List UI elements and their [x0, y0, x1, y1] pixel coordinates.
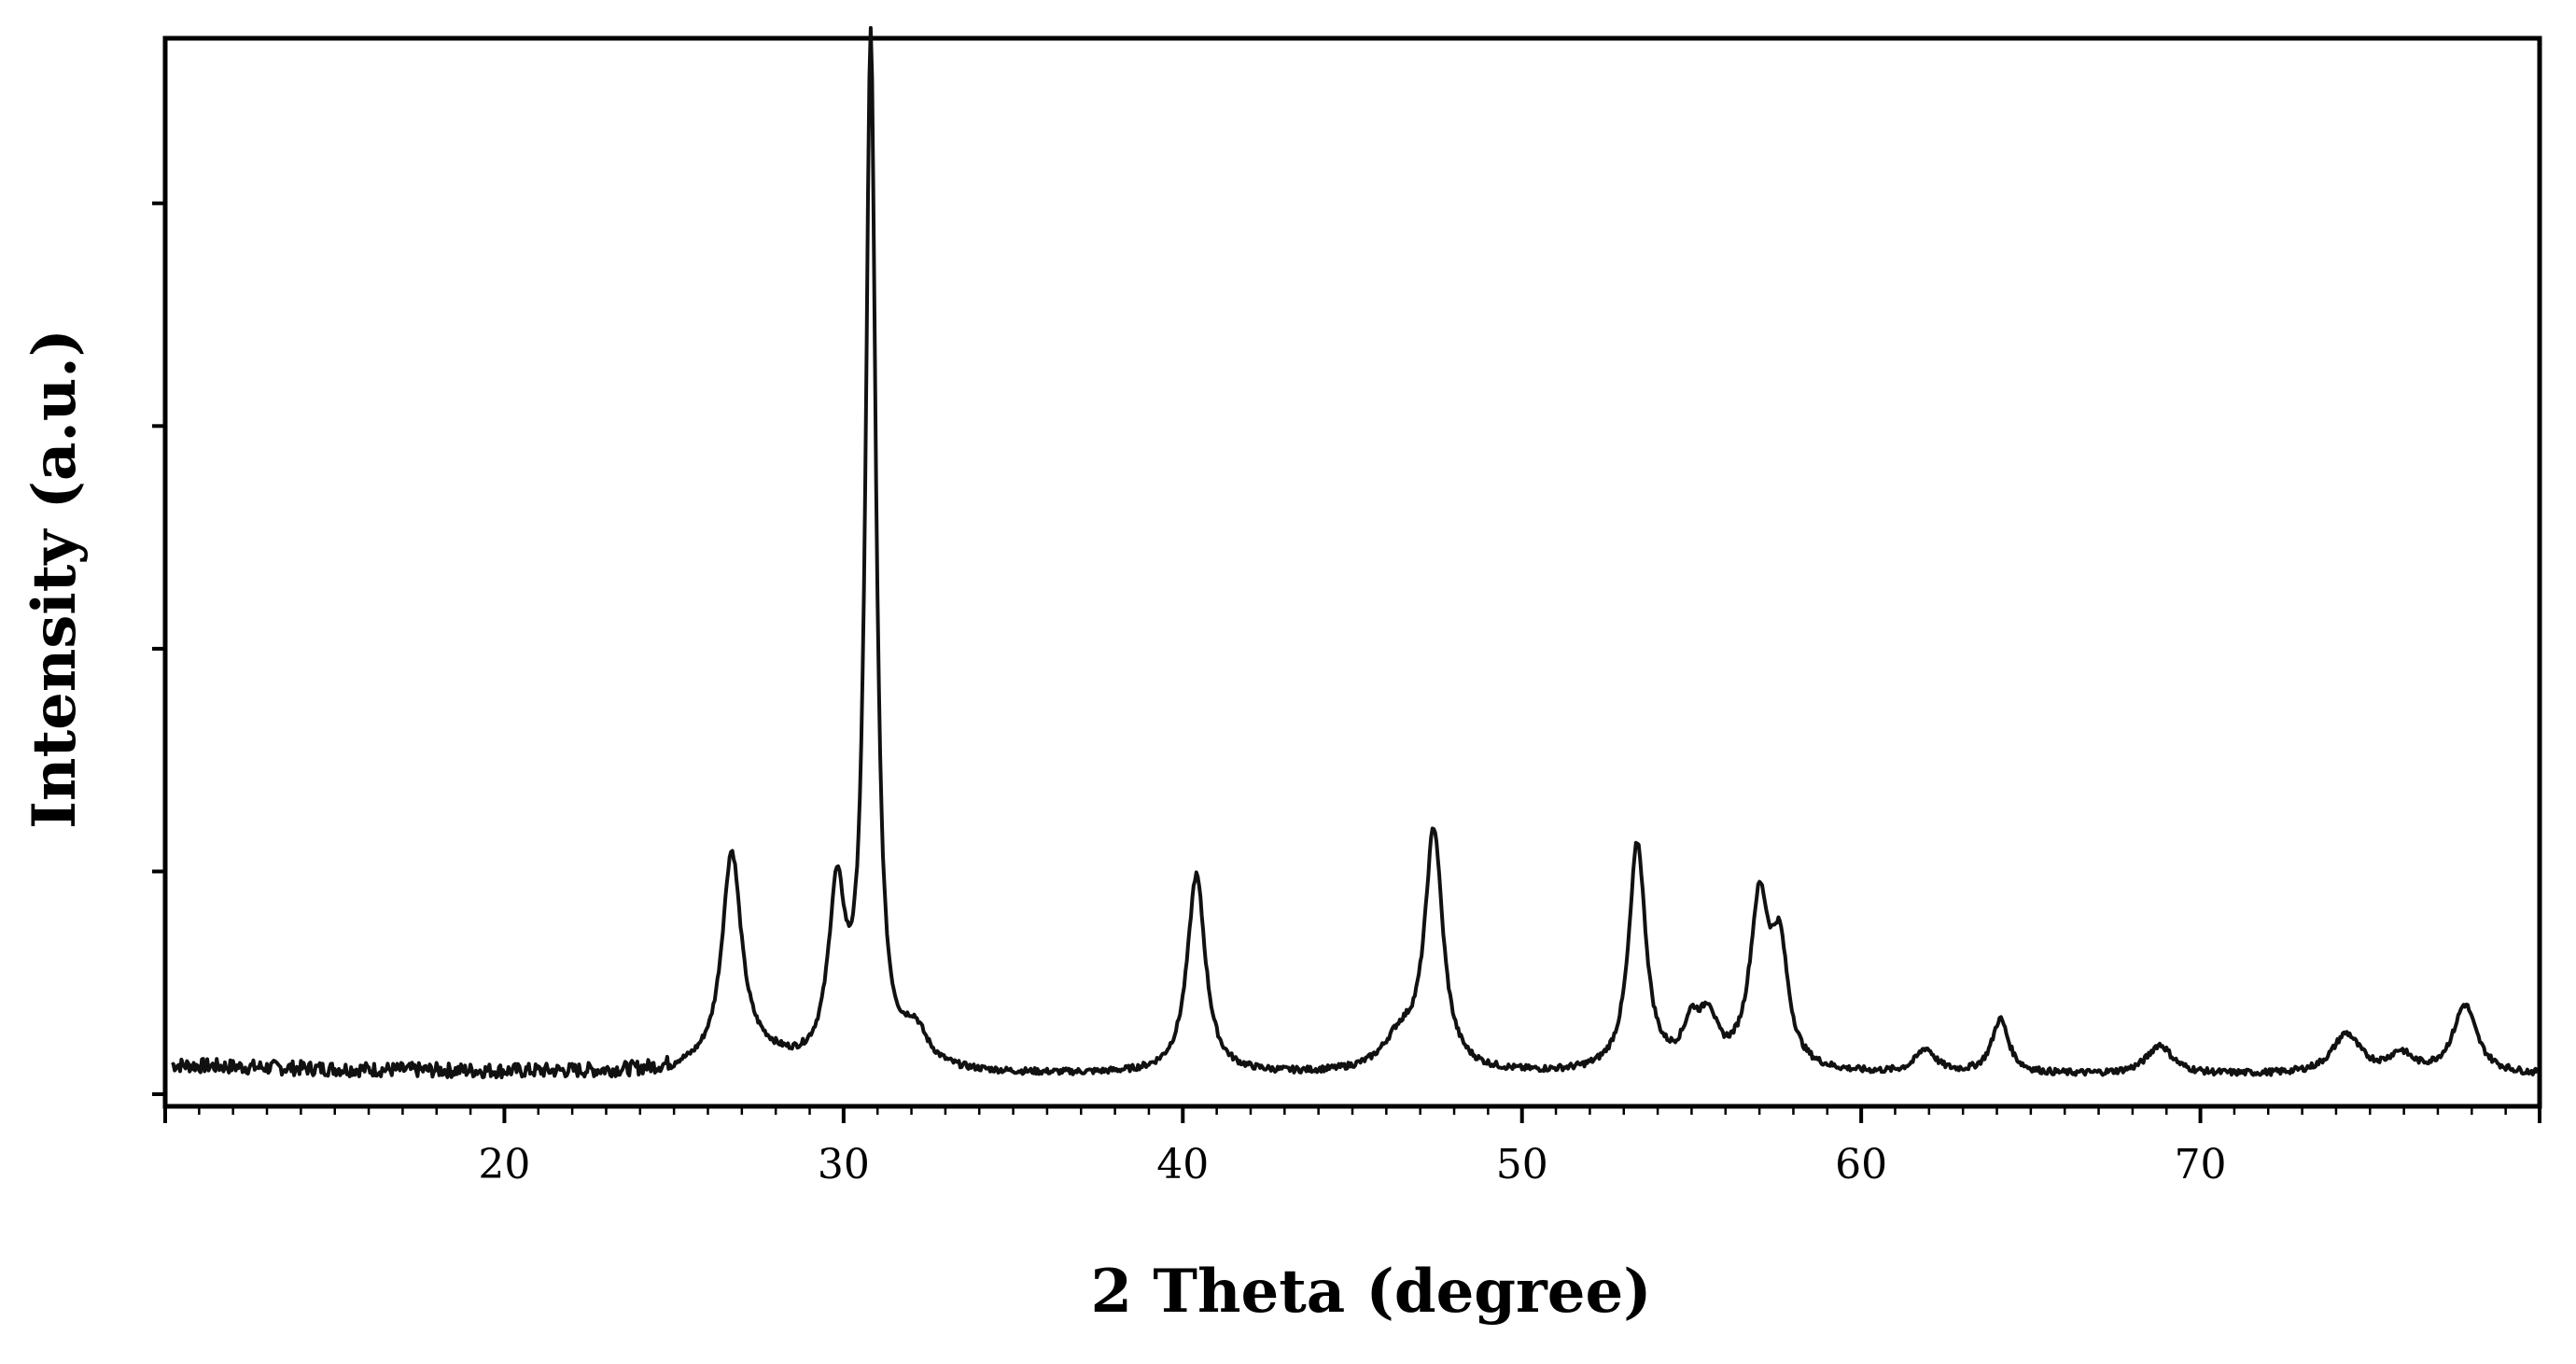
y-axis-ticks [152, 201, 165, 1096]
x-tick-label-50: 50 [1496, 1141, 1548, 1188]
x-tick-label-60: 60 [1835, 1141, 1887, 1188]
diffraction-pattern-line [171, 25, 2540, 1079]
x-axis-label: 2 Theta (degree) [1091, 1257, 1652, 1327]
x-axis-tick-labels: 20 30 40 50 60 70 [478, 1141, 2226, 1188]
x-tick-label-70: 70 [2175, 1141, 2227, 1188]
y-axis-label: Intensity (a.u.) [20, 329, 90, 829]
plot-frame [162, 35, 2542, 1109]
x-tick-label-30: 30 [818, 1141, 870, 1188]
x-tick-label-40: 40 [1156, 1141, 1209, 1188]
x-axis-ticks [163, 1106, 2541, 1123]
x-tick-label-20: 20 [478, 1141, 530, 1188]
